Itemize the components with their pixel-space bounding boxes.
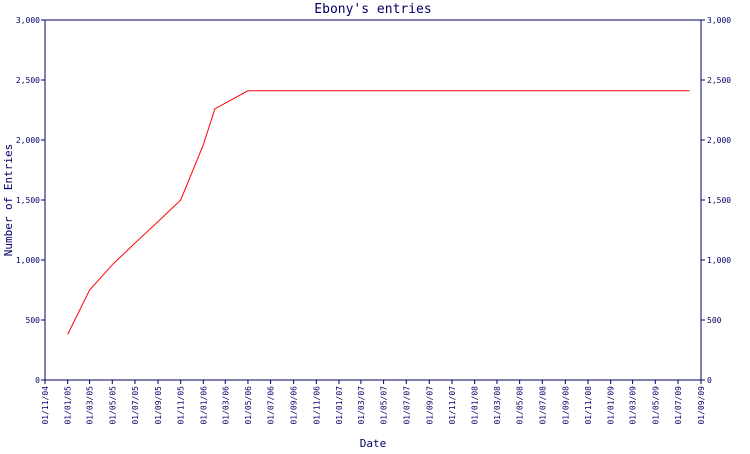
- x-axis: 01/11/04 01/01/05 01/03/05 01/05/05 01/07/05…: [41, 380, 706, 425]
- y-tick-label-right: 1,500: [707, 196, 731, 205]
- series-line: [68, 91, 690, 335]
- y-axis-label: Number of Entries: [2, 144, 15, 257]
- x-tick-label: 01/03/05: [86, 386, 95, 425]
- x-tick-label: 01/09/09: [697, 386, 706, 425]
- x-tick-label: 01/11/05: [177, 386, 186, 425]
- y-tick-label-left: 0: [35, 376, 40, 385]
- y-tick-label-left: 1,000: [16, 256, 40, 265]
- x-tick-label: 01/03/07: [357, 386, 366, 425]
- y-tick-label-right: 0: [707, 376, 712, 385]
- x-tick-label: 01/07/06: [267, 386, 276, 425]
- x-tick-label: 01/07/09: [674, 386, 683, 425]
- x-tick-label: 01/09/05: [154, 386, 163, 425]
- y-tick-label-right: 2,500: [707, 76, 731, 85]
- y-axis-right: 0 500 1,000 1,500 2,000 2,500 3,000: [701, 16, 731, 385]
- x-tick-label: 01/07/05: [131, 386, 140, 425]
- x-tick-label: 01/01/09: [607, 386, 616, 425]
- y-axis-left: 0 500 1,000 1,500 2,000 2,500 3,000: [16, 16, 45, 385]
- x-tick-label: 01/05/05: [108, 386, 117, 425]
- x-tick-label: 01/01/08: [471, 386, 480, 425]
- x-tick-label: 01/01/05: [64, 386, 73, 425]
- y-tick-label-left: 1,500: [16, 196, 40, 205]
- x-tick-label: 01/07/07: [402, 386, 411, 425]
- axes: [45, 20, 701, 380]
- x-axis-label: Date: [360, 437, 387, 450]
- series-group: [68, 91, 690, 335]
- x-tick-label: 01/03/09: [629, 386, 638, 425]
- y-tick-label-right: 2,000: [707, 136, 731, 145]
- y-tick-label-right: 500: [707, 316, 722, 325]
- x-tick-label: 01/11/08: [584, 386, 593, 425]
- y-tick-label-left: 2,500: [16, 76, 40, 85]
- x-tick-label: 01/05/07: [380, 386, 389, 425]
- x-tick-label: 01/07/08: [538, 386, 547, 425]
- x-tick-label: 01/11/04: [41, 386, 50, 425]
- x-tick-label: 01/01/07: [335, 386, 344, 425]
- x-tick-label: 01/03/08: [493, 386, 502, 425]
- x-tick-label: 01/09/07: [425, 386, 434, 425]
- x-tick-label: 01/11/07: [448, 386, 457, 425]
- x-tick-label: 01/01/06: [199, 386, 208, 425]
- y-tick-label-left: 500: [26, 316, 41, 325]
- x-tick-label: 01/09/06: [290, 386, 299, 425]
- x-tick-label: 01/05/09: [651, 386, 660, 425]
- y-tick-label-right: 1,000: [707, 256, 731, 265]
- y-tick-label-left: 2,000: [16, 136, 40, 145]
- x-tick-label: 01/05/08: [516, 386, 525, 425]
- chart-title: Ebony's entries: [314, 2, 431, 17]
- y-tick-label-left: 3,000: [16, 16, 40, 25]
- x-tick-label: 01/05/06: [244, 386, 253, 425]
- x-tick-label: 01/03/06: [221, 386, 230, 425]
- y-tick-label-right: 3,000: [707, 16, 731, 25]
- x-tick-label: 01/09/08: [561, 386, 570, 425]
- x-tick-label: 01/11/06: [312, 386, 321, 425]
- plot-frame: [45, 20, 701, 380]
